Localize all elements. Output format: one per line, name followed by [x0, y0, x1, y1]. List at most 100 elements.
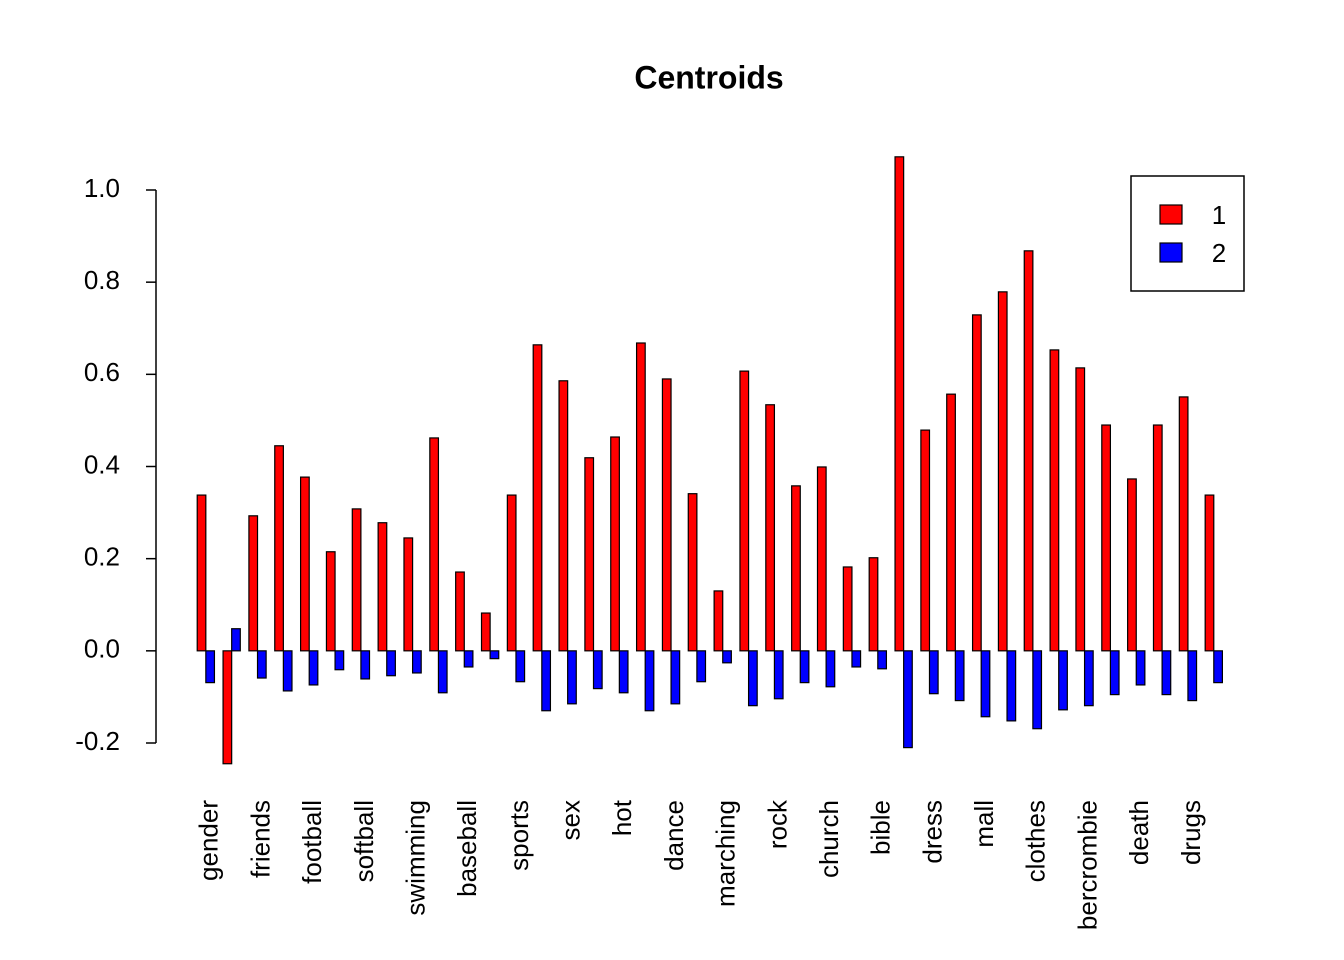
y-tick-label: 0.4: [84, 449, 120, 479]
bar: [360, 650, 371, 680]
y-tick-label: 0.6: [84, 357, 120, 387]
bar: [1049, 349, 1060, 652]
bar: [894, 156, 905, 652]
bar: [558, 380, 569, 652]
y-tick-label: -0.2: [75, 726, 120, 756]
bar: [997, 291, 1008, 652]
bar: [403, 537, 414, 652]
bar: [1006, 650, 1017, 722]
bar: [351, 508, 362, 652]
bar: [437, 650, 448, 694]
bar: [687, 493, 698, 652]
bar: [231, 628, 241, 652]
bar: [928, 650, 939, 695]
bar: [282, 650, 293, 692]
bar: [773, 650, 784, 700]
y-tick-label: 0.0: [84, 634, 120, 664]
bar: [980, 650, 991, 718]
x-tick-label: drugs: [1176, 800, 1206, 865]
legend-swatch: [1159, 204, 1183, 225]
bar: [489, 650, 500, 660]
bar: [1204, 494, 1215, 652]
x-tick-label: softball: [349, 800, 379, 882]
bar: [1075, 367, 1086, 652]
x-tick-label: sex: [556, 800, 586, 840]
bar: [765, 404, 776, 652]
x-tick-label: bercrombie: [1072, 800, 1102, 930]
bar: [455, 571, 465, 652]
y-tick-label: 1.0: [84, 173, 120, 203]
x-tick-label: rock: [762, 799, 792, 849]
legend-swatch: [1159, 242, 1183, 263]
bar: [635, 342, 646, 652]
bar: [532, 344, 543, 652]
bar: [1213, 650, 1224, 684]
bar: [429, 437, 440, 652]
legend-label: 2: [1212, 238, 1226, 268]
bar: [722, 650, 732, 664]
x-tick-label: baseball: [452, 800, 482, 897]
bar: [248, 515, 259, 652]
bar: [1023, 250, 1034, 652]
bar: [661, 378, 672, 652]
x-tick-label: mall: [969, 800, 999, 848]
bar: [670, 650, 681, 705]
bar: [1187, 650, 1198, 702]
bar: [222, 650, 233, 765]
bar: [644, 650, 655, 712]
bar: [868, 557, 879, 652]
x-tick-label: church: [814, 800, 844, 878]
y-tick-label: 0.2: [84, 542, 120, 572]
bar: [567, 650, 577, 705]
bar: [747, 650, 758, 707]
y-tick-label: 0.8: [84, 265, 120, 295]
bar: [825, 650, 836, 688]
bar: [610, 436, 620, 652]
bar: [196, 494, 207, 652]
bar: [334, 650, 345, 671]
bar: [308, 650, 319, 686]
bar: [971, 314, 982, 652]
bar: [1109, 650, 1120, 696]
bar: [377, 522, 388, 652]
x-tick-label: hot: [607, 799, 637, 836]
bar: [799, 650, 810, 684]
bar: [1127, 478, 1137, 652]
bar: [584, 457, 595, 652]
bar: [325, 551, 336, 652]
bar: [515, 650, 526, 683]
bar: [1161, 650, 1172, 696]
legend-label: 1: [1212, 200, 1226, 230]
x-tick-label: marching: [711, 800, 741, 907]
bar: [1101, 424, 1112, 652]
x-tick-label: football: [297, 800, 327, 884]
bar: [739, 370, 750, 652]
bar: [696, 650, 707, 683]
bar: [205, 650, 216, 684]
bar: [1178, 396, 1189, 652]
bar: [592, 650, 603, 690]
bar: [299, 476, 310, 652]
bar: [256, 650, 267, 679]
bar: [506, 494, 517, 652]
bar: [463, 650, 474, 668]
bar: [842, 566, 853, 652]
x-tick-label: bible: [866, 800, 896, 855]
bar: [274, 445, 284, 652]
bar: [954, 650, 965, 702]
bar: [1032, 650, 1043, 730]
bar: [480, 612, 491, 652]
bar: [713, 590, 724, 652]
legend-box: [1130, 175, 1245, 292]
bar: [1135, 650, 1146, 686]
x-tick-label: swimming: [400, 800, 430, 916]
x-tick-label: dance: [659, 800, 689, 871]
chart-title: Centroids: [634, 59, 783, 95]
bar: [851, 650, 862, 668]
x-tick-label: gender: [194, 800, 224, 881]
x-tick-label: sports: [504, 800, 534, 871]
x-tick-label: death: [1124, 800, 1154, 865]
bar: [877, 650, 888, 670]
x-tick-label: friends: [245, 800, 275, 878]
